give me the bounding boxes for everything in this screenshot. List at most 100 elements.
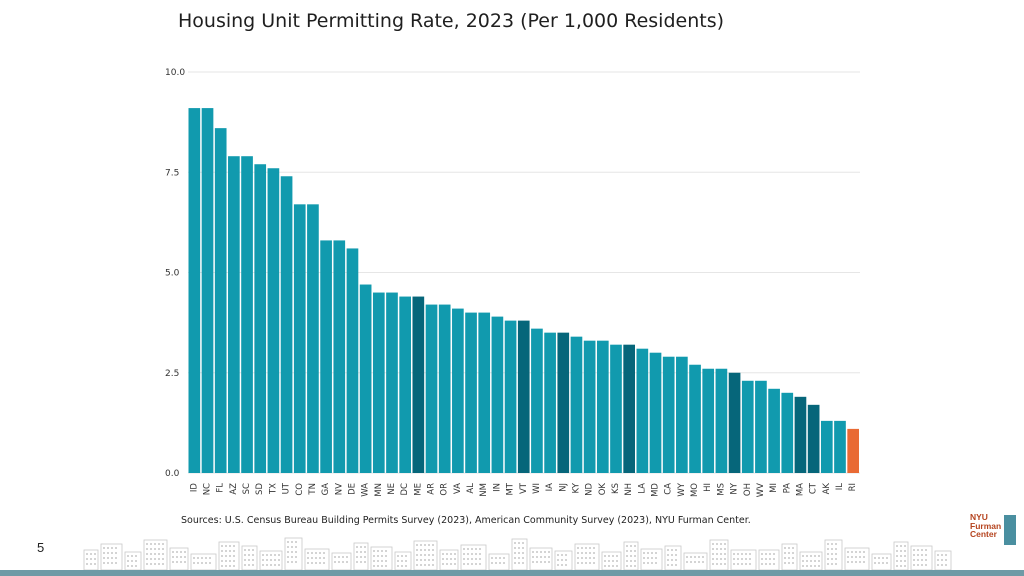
skyline-window xyxy=(720,558,722,560)
bar-dc xyxy=(399,296,411,473)
skyline-window xyxy=(773,553,775,555)
skyline-window xyxy=(593,552,595,554)
x-tick-label: NJ xyxy=(558,483,568,492)
skyline-window xyxy=(197,562,199,564)
bar-chart: 0.0 2.5 5.0 7.5 10.0 ID NC FL AZ SC SD TX UT CO TN GA NV… xyxy=(165,68,860,497)
skyline-window xyxy=(765,558,767,560)
skyline-window xyxy=(712,543,714,545)
skyline-window xyxy=(851,561,853,563)
skyline-window xyxy=(896,565,898,567)
skyline-window xyxy=(749,558,751,560)
skyline-window xyxy=(544,556,546,558)
x-tick-label: CT xyxy=(809,482,819,494)
bar-ky xyxy=(570,336,583,473)
x-tick-label: OR xyxy=(440,483,450,496)
skyline-window xyxy=(518,547,520,549)
skyline-window xyxy=(585,552,587,554)
skyline-window xyxy=(863,556,865,558)
skyline-window xyxy=(886,557,888,559)
bar-ct xyxy=(807,404,820,473)
skyline-window xyxy=(904,555,906,557)
skyline-window xyxy=(442,558,444,560)
skyline-window xyxy=(446,563,448,565)
skyline-window xyxy=(172,551,174,553)
skyline-window xyxy=(103,562,105,564)
skyline-window xyxy=(581,547,583,549)
skyline-window xyxy=(900,550,902,552)
skyline-window xyxy=(720,563,722,565)
skyline-window xyxy=(514,562,516,564)
skyline-window xyxy=(532,556,534,558)
skyline-decoration xyxy=(0,537,1024,576)
skyline-window xyxy=(913,554,915,556)
skyline-window xyxy=(851,556,853,558)
skyline-window xyxy=(522,562,524,564)
skyline-window xyxy=(131,560,133,562)
skyline-window xyxy=(201,562,203,564)
skyline-window xyxy=(565,564,567,566)
bar-or xyxy=(438,304,451,473)
skyline-window xyxy=(540,556,542,558)
x-tick-label: NM xyxy=(479,483,489,497)
skyline-window xyxy=(197,557,199,559)
skyline-window xyxy=(127,560,129,562)
skyline-window xyxy=(346,556,348,558)
bar-ut xyxy=(280,176,293,473)
skyline-window xyxy=(135,560,137,562)
skyline-window xyxy=(859,561,861,563)
skyline-window xyxy=(401,560,403,562)
skyline-window xyxy=(647,557,649,559)
skyline-window xyxy=(446,558,448,560)
skyline-window xyxy=(479,548,481,550)
skyline-window xyxy=(784,562,786,564)
skyline-window xyxy=(107,557,109,559)
skyline-window xyxy=(630,560,632,562)
bar-tx xyxy=(267,168,280,474)
skyline-window xyxy=(667,559,669,561)
skyline-window xyxy=(146,548,148,550)
skyline-window xyxy=(90,553,92,555)
skyline-window xyxy=(855,561,857,563)
x-tick-label: WI xyxy=(532,483,542,494)
skyline-window xyxy=(154,543,156,545)
skyline-window xyxy=(593,557,595,559)
skyline-window xyxy=(503,562,505,564)
skyline-window xyxy=(847,556,849,558)
skyline-window xyxy=(733,558,735,560)
skyline-window xyxy=(626,550,628,552)
x-tick-label: KS xyxy=(611,483,621,494)
skyline-window xyxy=(111,557,113,559)
skyline-window xyxy=(724,558,726,560)
skyline-window xyxy=(401,565,403,567)
skyline-window xyxy=(667,564,669,566)
skyline-window xyxy=(874,562,876,564)
skyline-window xyxy=(851,551,853,553)
skyline-window xyxy=(420,564,422,566)
skyline-window xyxy=(115,547,117,549)
skyline-window xyxy=(225,560,227,562)
skyline-window xyxy=(900,555,902,557)
skyline-window xyxy=(859,551,861,553)
skyline-window xyxy=(342,556,344,558)
skyline-window xyxy=(278,554,280,556)
skyline-window xyxy=(945,559,947,561)
bar-nd xyxy=(583,340,596,473)
skyline-window xyxy=(385,555,387,557)
skyline-window xyxy=(311,552,313,554)
skyline-window xyxy=(319,552,321,554)
skyline-window xyxy=(548,556,550,558)
skyline-window xyxy=(921,549,923,551)
source-note: Sources: U.S. Census Bureau Building Per… xyxy=(181,515,751,526)
skyline-window xyxy=(146,543,148,545)
skyline-window xyxy=(945,564,947,566)
skyline-window xyxy=(479,563,481,565)
skyline-window xyxy=(311,562,313,564)
skyline-window xyxy=(608,560,610,562)
skyline-window xyxy=(291,551,293,553)
bar-ia xyxy=(544,332,556,473)
skyline-window xyxy=(769,553,771,555)
skyline-window xyxy=(450,553,452,555)
skyline-window xyxy=(420,549,422,551)
skyline-window xyxy=(514,547,516,549)
bar-nh xyxy=(623,344,635,473)
